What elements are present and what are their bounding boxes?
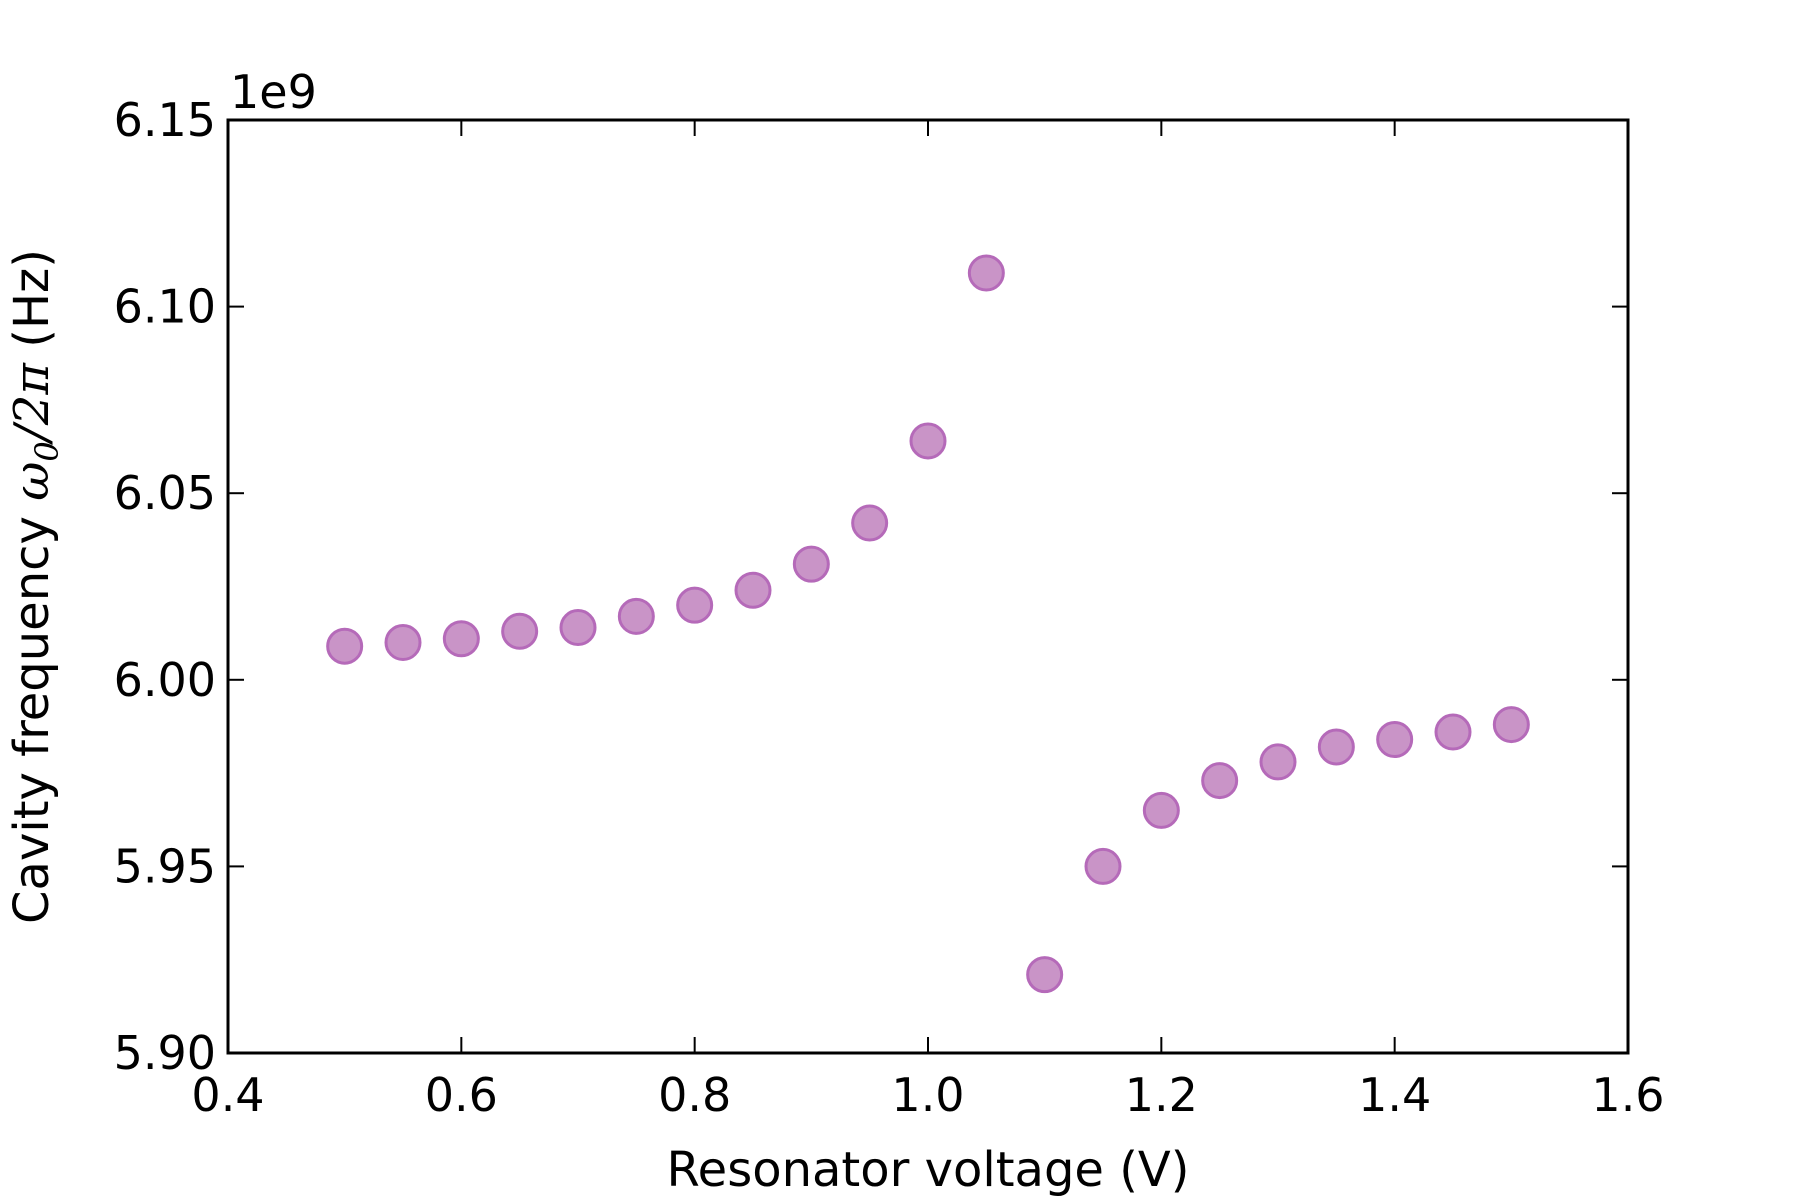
data-point (384, 623, 422, 661)
data-point (1142, 791, 1180, 829)
x-tick-label: 0.4 (191, 1068, 264, 1122)
data-point (1084, 847, 1122, 885)
data-point (851, 504, 889, 542)
y-axis-label-unit: (Hz) (4, 249, 60, 363)
x-axis-label: Resonator voltage (V) (666, 1142, 1189, 1198)
data-point (676, 586, 714, 624)
x-tick-label: 1.2 (1125, 1068, 1198, 1122)
data-point (734, 571, 772, 609)
y-axis-label-two-pi: /2π (4, 362, 60, 446)
data-point (1434, 713, 1472, 751)
y-tick-label: 6.00 (114, 653, 216, 707)
x-tick-label: 1.4 (1358, 1068, 1431, 1122)
data-point (1317, 728, 1355, 766)
y-offset-label: 1e9 (230, 65, 317, 119)
data-point (1376, 721, 1414, 759)
data-point (617, 597, 655, 635)
y-tick-label: 5.95 (114, 839, 216, 893)
y-axis-label-subscript: 0 (28, 441, 66, 461)
y-tick-label: 6.15 (114, 93, 216, 147)
y-axis-label-prefix: Cavity frequency (4, 501, 60, 924)
data-point (1259, 743, 1297, 781)
data-point (501, 612, 539, 650)
data-point (792, 545, 830, 583)
y-axis-label-omega: ω (4, 462, 60, 501)
y-axis-label: Cavity frequency ω0/2π (Hz) (4, 249, 66, 924)
y-tick-label: 5.90 (114, 1026, 216, 1080)
data-point (1201, 762, 1239, 800)
data-points (326, 254, 1530, 994)
x-tick-label: 1.0 (891, 1068, 964, 1122)
y-tick-label: 6.05 (114, 466, 216, 520)
tick-labels: 0.4 0.6 0.8 1.0 1.2 1.4 1.6 5.90 5.95 6.00 6.05 6.1… (114, 93, 1665, 1122)
x-tick-label: 0.6 (425, 1068, 498, 1122)
data-point (1492, 706, 1530, 744)
data-point (1026, 956, 1064, 994)
y-tick-label: 6.10 (114, 280, 216, 334)
x-tick-label: 1.6 (1591, 1068, 1664, 1122)
plot-frame (226, 118, 1630, 1055)
data-point (559, 609, 597, 647)
x-tick-label: 0.8 (658, 1068, 731, 1122)
data-point (909, 422, 947, 460)
data-point (326, 627, 364, 665)
data-point (442, 620, 480, 658)
data-point (967, 254, 1005, 292)
